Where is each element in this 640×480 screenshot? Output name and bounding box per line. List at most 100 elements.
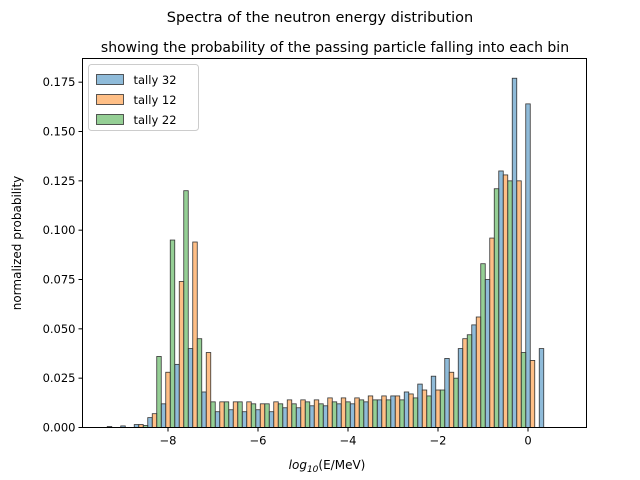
bar-tally-32-bin-17 [336, 403, 342, 428]
y-tick-label: 0.175 [43, 75, 76, 89]
bar-tally-32-bin-3 [147, 417, 153, 428]
bar-tally-22-bin-26 [466, 334, 473, 428]
bar-tally-12-bin-22 [408, 393, 414, 428]
chart-title: showing the probability of the passing p… [101, 40, 569, 56]
bar-tally-12-bin-3 [151, 413, 158, 428]
bar-tally-32-bin-18 [349, 403, 356, 428]
plot-frame [82, 58, 587, 428]
y-tick-label: 0.000 [43, 421, 76, 435]
bar-tally-12-bin-4 [165, 371, 171, 428]
bar-tally-22-bin-4 [169, 239, 176, 428]
legend: tally 32 tally 12 tally 22 [88, 64, 199, 131]
y-tick-label: 0.075 [43, 273, 76, 287]
bar-tally-22-bin-27 [480, 263, 486, 428]
bar-tally-12-bin-9 [232, 401, 239, 428]
bar-tally-22-bin-16 [331, 401, 338, 428]
bar-tally-32-bin-30 [511, 77, 518, 428]
bar-tally-22-bin-12 [277, 403, 284, 428]
bar-tally-22-bin-10 [250, 403, 257, 428]
bar-tally-32-bin-13 [282, 407, 288, 428]
bar-tally-22-bin-8 [223, 401, 230, 428]
bar-tally-32-bin-22 [403, 391, 410, 428]
bar-tally-32-bin-21 [390, 395, 396, 428]
legend-swatch-tally-32 [96, 74, 124, 85]
legend-label-tally-12: tally 12 [134, 93, 177, 107]
bar-tally-32-bin-15 [309, 405, 315, 428]
y-tick-label: 0.100 [43, 223, 76, 237]
bar-tally-22-bin-23 [426, 395, 432, 428]
bar-tally-12-bin-10 [246, 401, 252, 428]
x-axis-label: log10(E/MeV) [289, 458, 366, 475]
bar-tally-12-bin-28 [489, 237, 495, 428]
legend-swatch-tally-12 [96, 94, 124, 105]
x-axis-label-log: log [289, 458, 308, 472]
bar-tally-12-bin-7 [205, 352, 212, 428]
x-axis-label-subscript: 10 [307, 465, 319, 475]
bar-tally-22-bin-21 [399, 399, 405, 428]
bar-tally-32-bin-10 [241, 411, 248, 428]
bar-tally-32-bin-20 [376, 399, 383, 428]
legend-label-tally-32: tally 32 [134, 73, 177, 87]
bar-tally-32-bin-26 [457, 348, 464, 428]
bar-tally-32-bin-4 [160, 403, 167, 428]
y-axis-label: normalized probability [10, 176, 24, 311]
bar-tally-12-bin-14 [300, 399, 306, 428]
bar-tally-22-bin-30 [520, 352, 527, 428]
bar-tally-32-bin-9 [228, 409, 234, 428]
bar-tally-12-bin-6 [192, 241, 198, 428]
bar-tally-32-bin-7 [201, 391, 207, 428]
ticks-layer: −8 −6 −4 −2 0 0.000 0.025 0.050 0.075 0.100 0.125 0… [43, 75, 532, 447]
bar-tally-22-bin-22 [412, 397, 419, 428]
bar-tally-32-bin-12 [268, 411, 275, 428]
bar-tally-12-bin-24 [435, 389, 441, 428]
bar-tally-12-bin-26 [462, 338, 468, 428]
bar-tally-32-bin-19 [363, 401, 369, 428]
bar-tally-22-bin-25 [453, 377, 459, 428]
bar-tally-22-bin-18 [358, 399, 365, 428]
bar-tally-12-bin-31 [529, 360, 536, 428]
bar-tally-12-bin-11 [259, 403, 266, 428]
bar-tally-12-bin-29 [502, 174, 509, 428]
bar-tally-32-bin-25 [444, 358, 450, 428]
bar-tally-12-bin-20 [381, 395, 387, 428]
bar-tally-32-bin-32 [538, 348, 545, 428]
bar-tally-22-bin-20 [385, 399, 392, 428]
x-tick-label: −6 [250, 434, 267, 448]
bar-tally-12-bin-5 [178, 281, 185, 428]
y-tick-label: 0.150 [43, 125, 76, 139]
bar-tally-32-bin-29 [498, 170, 504, 428]
bar-tally-22-bin-5 [183, 190, 189, 428]
bar-tally-32-bin-8 [214, 411, 221, 428]
bar-tally-22-bin-6 [196, 338, 203, 428]
x-tick-label: −4 [340, 434, 357, 448]
bar-tally-22-bin-7 [210, 401, 216, 428]
y-tick-label: 0.050 [43, 322, 76, 336]
bar-tally-32-bin-11 [255, 409, 261, 428]
x-axis-label-rest: (E/MeV) [318, 458, 365, 472]
y-tick-label: 0.125 [43, 174, 76, 188]
bar-tally-12-bin-21 [394, 395, 401, 428]
bar-tally-22-bin-9 [237, 401, 243, 428]
bar-tally-12-bin-25 [448, 371, 455, 428]
bar-tally-12-bin-18 [354, 397, 360, 428]
bar-tally-32-bin-24 [430, 375, 437, 428]
bar-tally-12-bin-15 [313, 399, 320, 428]
bar-tally-32-bin-28 [484, 279, 491, 428]
bar-tally-12-bin-30 [516, 180, 522, 428]
x-tick-label: −8 [160, 434, 177, 448]
bar-tally-32-bin-5 [174, 363, 180, 428]
bar-tally-22-bin-29 [507, 180, 513, 428]
bar-tally-12-bin-16 [327, 397, 333, 428]
legend-label-tally-22: tally 22 [134, 113, 177, 127]
bar-tally-12-bin-23 [421, 389, 428, 428]
bar-tally-22-bin-13 [291, 403, 297, 428]
x-tick-label: 0 [524, 434, 531, 448]
x-tick-label: −2 [430, 434, 447, 448]
bar-tally-22-bin-19 [372, 399, 378, 428]
bar-tally-12-bin-8 [219, 401, 225, 428]
bar-tally-22-bin-3 [156, 356, 162, 428]
bar-tally-32-bin-23 [417, 383, 423, 428]
bar-tally-32-bin-31 [525, 103, 531, 428]
bar-tally-12-bin-27 [475, 316, 482, 428]
